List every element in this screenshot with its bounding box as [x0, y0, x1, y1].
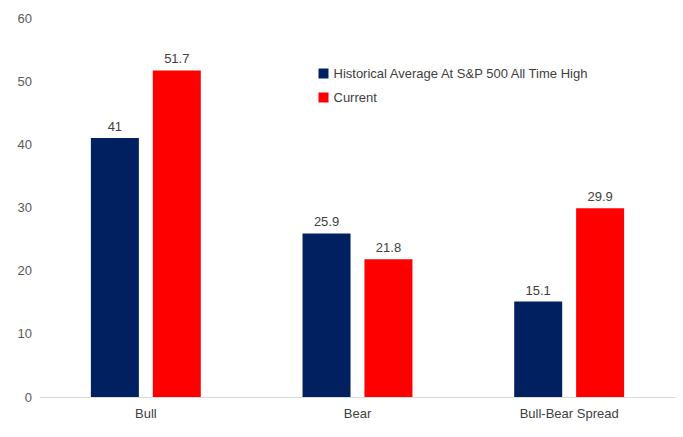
svg-text:60: 60 [18, 11, 32, 26]
svg-text:40: 40 [18, 137, 32, 152]
svg-text:25.9: 25.9 [314, 214, 339, 229]
svg-text:51.7: 51.7 [164, 51, 189, 66]
svg-text:15.1: 15.1 [526, 283, 551, 298]
svg-text:30: 30 [18, 200, 32, 215]
svg-text:Historical Average At S&P 500: Historical Average At S&P 500 All Time H… [334, 66, 588, 81]
svg-text:41: 41 [108, 119, 122, 134]
svg-text:10: 10 [18, 326, 32, 341]
svg-text:21.8: 21.8 [376, 240, 401, 255]
svg-text:29.9: 29.9 [587, 189, 612, 204]
svg-text:Current: Current [334, 90, 378, 105]
svg-text:20: 20 [18, 263, 32, 278]
svg-text:0: 0 [25, 390, 32, 405]
svg-text:Bear: Bear [344, 406, 372, 421]
svg-text:50: 50 [18, 74, 32, 89]
svg-text:Bull-Bear Spread: Bull-Bear Spread [520, 406, 619, 421]
svg-text:Bull: Bull [135, 406, 157, 421]
